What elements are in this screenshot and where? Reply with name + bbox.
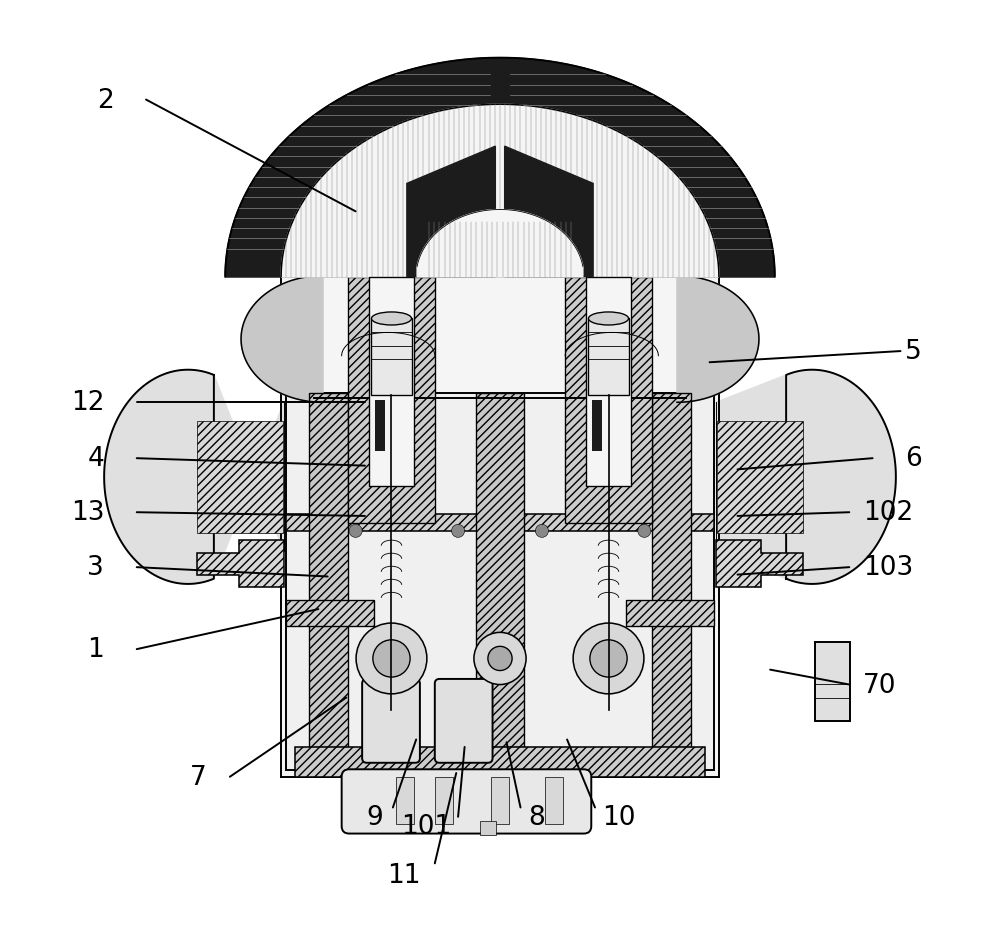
Text: 9: 9 — [367, 804, 384, 830]
Bar — [476, 393, 524, 747]
Bar — [491, 777, 509, 825]
Polygon shape — [241, 276, 323, 402]
Text: 12: 12 — [71, 390, 104, 416]
Polygon shape — [677, 276, 759, 402]
Text: 3: 3 — [87, 554, 104, 580]
Text: 103: 103 — [863, 554, 914, 580]
Bar — [348, 277, 435, 524]
Circle shape — [356, 623, 427, 695]
Ellipse shape — [588, 313, 629, 326]
Bar — [652, 393, 691, 747]
Bar — [545, 777, 563, 825]
Text: 102: 102 — [863, 500, 914, 526]
Text: 8: 8 — [528, 804, 545, 830]
Text: 4: 4 — [87, 446, 104, 472]
Circle shape — [535, 525, 548, 538]
Circle shape — [373, 640, 410, 678]
Polygon shape — [281, 105, 719, 277]
Bar — [371, 319, 412, 395]
Bar — [295, 747, 705, 777]
Polygon shape — [407, 147, 495, 277]
Bar — [717, 421, 803, 534]
FancyBboxPatch shape — [362, 680, 420, 763]
Polygon shape — [104, 371, 284, 584]
Circle shape — [349, 525, 362, 538]
Bar — [281, 277, 719, 777]
Polygon shape — [505, 147, 593, 277]
Text: 11: 11 — [387, 862, 421, 887]
Text: 6: 6 — [905, 446, 922, 472]
Bar — [396, 777, 414, 825]
Bar — [815, 642, 850, 721]
Bar — [588, 319, 629, 395]
Bar — [586, 277, 631, 487]
Bar — [435, 777, 453, 825]
Bar — [626, 600, 714, 626]
Bar — [592, 400, 602, 451]
Text: 5: 5 — [905, 339, 922, 365]
Bar — [375, 400, 385, 451]
FancyBboxPatch shape — [435, 680, 493, 763]
Circle shape — [488, 647, 512, 671]
Polygon shape — [716, 541, 803, 587]
Circle shape — [452, 525, 465, 538]
Circle shape — [474, 633, 526, 685]
Polygon shape — [225, 59, 775, 277]
Polygon shape — [716, 371, 896, 584]
Circle shape — [573, 623, 644, 695]
Bar — [309, 393, 348, 747]
Bar — [286, 393, 714, 770]
Bar — [286, 515, 714, 532]
Bar — [197, 421, 283, 534]
Ellipse shape — [371, 313, 412, 326]
Text: 7: 7 — [190, 764, 207, 790]
Circle shape — [638, 525, 651, 538]
Text: 70: 70 — [863, 672, 897, 697]
Text: 2: 2 — [97, 87, 113, 113]
Polygon shape — [417, 211, 583, 277]
Bar — [286, 600, 374, 626]
FancyBboxPatch shape — [342, 769, 591, 834]
Bar — [480, 822, 496, 836]
Text: 1: 1 — [87, 636, 104, 663]
Bar — [565, 277, 652, 524]
Circle shape — [590, 640, 627, 678]
Text: 101: 101 — [401, 813, 452, 840]
Text: 13: 13 — [71, 500, 104, 526]
Polygon shape — [197, 541, 284, 587]
Bar — [369, 277, 414, 487]
Text: 10: 10 — [602, 804, 636, 830]
